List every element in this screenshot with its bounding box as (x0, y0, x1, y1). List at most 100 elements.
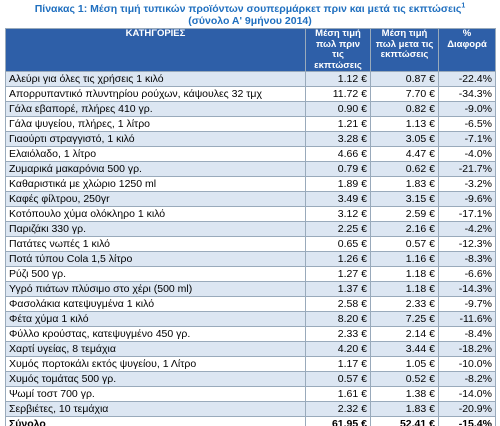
table-row: Καθαριστικά με χλώριο 1250 ml 1.89 €1.83 … (5, 176, 496, 192)
table-body: Αλεύρι για όλες τις χρήσεις 1 κιλό 1.12 €… (5, 71, 496, 426)
table-row: Σύνολο 61.95 €52.41 € -15.4% (5, 416, 496, 426)
value-cell: 0.62 € (370, 161, 439, 177)
table-row: Κοτόπουλο χύμα ολόκληρο 1 κιλό 3.12 €2.59… (5, 206, 496, 222)
table-row: Γάλα εβαπορέ, πλήρες 410 γρ. 0.90 €0.82 €… (5, 101, 496, 117)
value-cell: 2.14 € (370, 326, 439, 342)
value-cell: 3.49 € (305, 191, 371, 207)
value-cell: -3.2% (438, 176, 496, 192)
category-cell: Γιαούρτι στραγγιστό, 1 κιλό (5, 131, 306, 147)
table-row: Σερβιέτες, 10 τεμάχια 2.32 €1.83 € -20.9% (5, 401, 496, 417)
category-cell: Χυμός τομάτας 500 γρ. (5, 371, 306, 387)
value-cell: -14.0% (438, 386, 496, 402)
value-cell: -9.7% (438, 296, 496, 312)
value-cell: 0.90 € (305, 101, 371, 117)
header-cell: % Διαφορά (438, 28, 496, 72)
category-cell: Κοτόπουλο χύμα ολόκληρο 1 κιλό (5, 206, 306, 222)
value-cell: 2.33 € (370, 296, 439, 312)
table-row: Φύλλο κρούστας, κατεψυγμένο 450 γρ. 2.33 … (5, 326, 496, 342)
value-cell: 1.05 € (370, 356, 439, 372)
value-cell: 4.66 € (305, 146, 371, 162)
value-cell: 2.16 € (370, 221, 439, 237)
value-cell: 2.33 € (305, 326, 371, 342)
value-cell: -8.3% (438, 251, 496, 267)
title-block: Πίνακας 1: Μέση τιμή τυπικών προϊόντων σ… (0, 0, 500, 28)
category-cell: Απορρυπαντικό πλυντηρίου ρούχων, κάψουλε… (5, 86, 306, 102)
value-cell: -10.0% (438, 356, 496, 372)
category-cell: Αλεύρι για όλες τις χρήσεις 1 κιλό (5, 71, 306, 87)
value-cell: 0.82 € (370, 101, 439, 117)
price-table: ΚΑΤΗΓΟΡΙΕΣ Μέση τιμή πωλ πριν τις εκπτώσε… (5, 28, 496, 426)
value-cell: 1.26 € (305, 251, 371, 267)
category-cell: Γάλα ψυγείου, πλήρες, 1 λίτρο (5, 116, 306, 132)
category-cell: Υγρό πιάτων πλύσιμο στο χέρι (500 ml) (5, 281, 306, 297)
value-cell: 0.87 € (370, 71, 439, 87)
value-cell: -15.4% (438, 416, 496, 426)
value-cell: 1.37 € (305, 281, 371, 297)
category-cell: Ζυμαρικά μακαρόνια 500 γρ. (5, 161, 306, 177)
subtitle: (σύνολο Α' 9μήνου 2014) (188, 15, 312, 27)
value-cell: -9.0% (438, 101, 496, 117)
value-cell: -21.7% (438, 161, 496, 177)
category-cell: Σερβιέτες, 10 τεμάχια (5, 401, 306, 417)
footnote-mark: 1 (461, 2, 466, 10)
category-cell: Φύλλο κρούστας, κατεψυγμένο 450 γρ. (5, 326, 306, 342)
value-cell: 1.61 € (305, 386, 371, 402)
category-cell: Πατάτες νωπές 1 κιλό (5, 236, 306, 252)
value-cell: -20.9% (438, 401, 496, 417)
category-cell: Ρύζι 500 γρ. (5, 266, 306, 282)
value-cell: -12.3% (438, 236, 496, 252)
category-cell: Γάλα εβαπορέ, πλήρες 410 γρ. (5, 101, 306, 117)
value-cell: 61.95 € (305, 416, 371, 426)
table-row: Πατάτες νωπές 1 κιλό 0.65 €0.57 € -12.3% (5, 236, 496, 252)
table-row: Χαρτί υγείας, 8 τεμάχια 4.20 €3.44 € -18.2… (5, 341, 496, 357)
value-cell: 1.38 € (370, 386, 439, 402)
value-cell: -8.2% (438, 371, 496, 387)
table-row: Γάλα ψυγείου, πλήρες, 1 λίτρο 1.21 €1.13 … (5, 116, 496, 132)
value-cell: 0.52 € (370, 371, 439, 387)
value-cell: 52.41 € (370, 416, 439, 426)
value-cell: 1.21 € (305, 116, 371, 132)
value-cell: 4.20 € (305, 341, 371, 357)
value-cell: -14.3% (438, 281, 496, 297)
value-cell: 7.70 € (370, 86, 439, 102)
value-cell: 3.05 € (370, 131, 439, 147)
header-cell: Μέση τιμή πωλ πριν τις εκπτώσεις (305, 28, 371, 72)
value-cell: -34.3% (438, 86, 496, 102)
value-cell: 0.57 € (370, 236, 439, 252)
value-cell: -6.5% (438, 116, 496, 132)
value-cell: 7.25 € (370, 311, 439, 327)
value-cell: 0.65 € (305, 236, 371, 252)
value-cell: 1.18 € (370, 266, 439, 282)
table-row: Χυμός τομάτας 500 γρ. 0.57 €0.52 € -8.2% (5, 371, 496, 387)
value-cell: 3.44 € (370, 341, 439, 357)
value-cell: 1.83 € (370, 176, 439, 192)
value-cell: 3.15 € (370, 191, 439, 207)
header-cell: ΚΑΤΗΓΟΡΙΕΣ (5, 28, 306, 72)
category-cell: Φέτα χύμα 1 κιλό (5, 311, 306, 327)
category-cell: Ελαιόλαδο, 1 λίτρο (5, 146, 306, 162)
category-cell: Χαρτί υγείας, 8 τεμάχια (5, 341, 306, 357)
value-cell: -11.6% (438, 311, 496, 327)
title: Πίνακας 1: Μέση τιμή τυπικών προϊόντων σ… (34, 3, 462, 15)
category-cell: Παριζάκι 330 γρ. (5, 221, 306, 237)
value-cell: -17.1% (438, 206, 496, 222)
table-row: Υγρό πιάτων πλύσιμο στο χέρι (500 ml) 1.3… (5, 281, 496, 297)
value-cell: 8.20 € (305, 311, 371, 327)
value-cell: -6.6% (438, 266, 496, 282)
table-row: Απορρυπαντικό πλυντηρίου ρούχων, κάψουλε… (5, 86, 496, 102)
category-cell: Καφές φίλτρου, 250γr (5, 191, 306, 207)
table-row: Φασολάκια κατεψυγμένα 1 κιλό 2.58 €2.33 €… (5, 296, 496, 312)
value-cell: 1.89 € (305, 176, 371, 192)
value-cell: -4.2% (438, 221, 496, 237)
category-cell: Χυμός πορτοκάλι εκτός ψυγείου, 1 Λίτρο (5, 356, 306, 372)
table-row: Γιαούρτι στραγγιστό, 1 κιλό 3.28 €3.05 € -… (5, 131, 496, 147)
header-cell: Μέση τιμή πωλ μετα τις εκπτώσεις (370, 28, 439, 72)
category-cell: Σύνολο (5, 416, 306, 426)
value-cell: 2.58 € (305, 296, 371, 312)
value-cell: -8.4% (438, 326, 496, 342)
value-cell: 1.83 € (370, 401, 439, 417)
table-row: Ρύζι 500 γρ. 1.27 €1.18 € -6.6% (5, 266, 496, 282)
value-cell: 4.47 € (370, 146, 439, 162)
value-cell: 3.28 € (305, 131, 371, 147)
